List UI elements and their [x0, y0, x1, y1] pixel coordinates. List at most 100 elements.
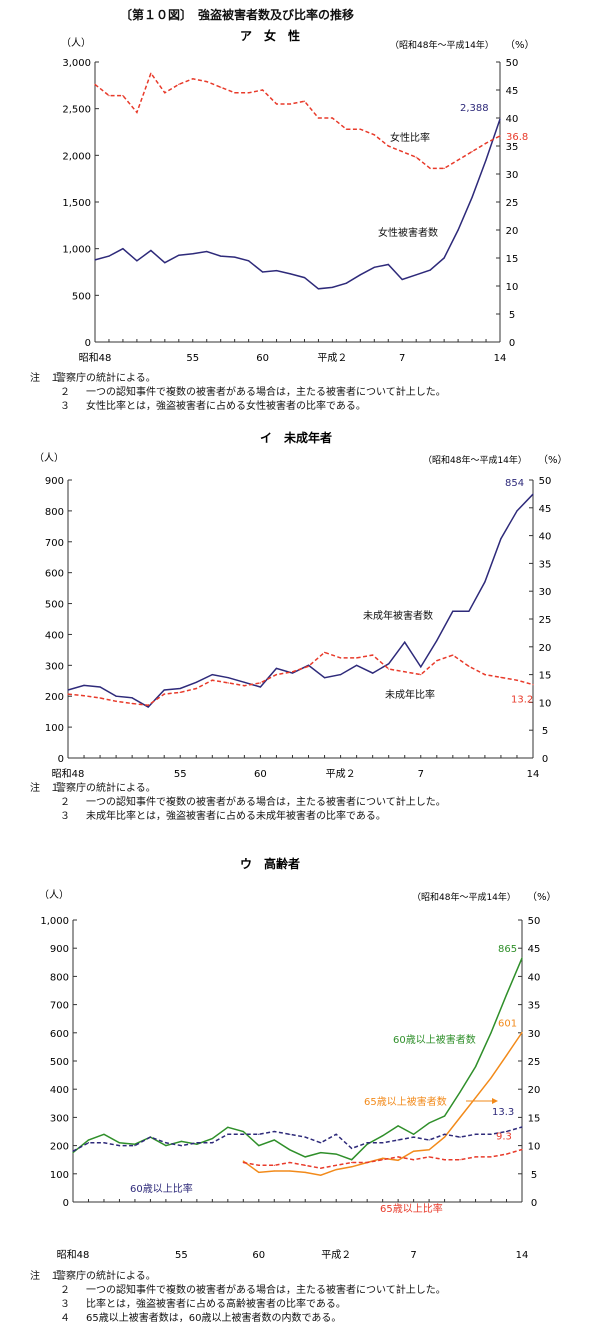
data-point [87, 1139, 90, 1141]
data-point [206, 81, 208, 83]
data-point [459, 1116, 461, 1118]
data-point [275, 270, 278, 272]
data-point [149, 1136, 152, 1138]
data-point [227, 682, 229, 684]
right-tick-label: 25 [528, 1057, 541, 1068]
data-point [474, 1066, 477, 1068]
data-point [99, 697, 101, 699]
right-tick-label: 20 [528, 1085, 541, 1096]
chart-panel-elderly: ウ 高齢者 （昭和48年～平成14年） （人） （%） 0 100 200 300 400 500… [0, 850, 593, 1340]
end-value-label: 2,388 [460, 103, 489, 114]
period-label: （昭和48年～平成14年） [412, 891, 516, 903]
data-point [490, 1156, 492, 1158]
right-tick-label: 40 [528, 972, 541, 983]
note-line: ３ 比率とは，強盗被害者に占める高齢被害者の比率である。 [60, 1299, 346, 1310]
data-point [83, 695, 85, 697]
end-value-label: 13.3 [492, 1107, 514, 1118]
data-point [136, 111, 138, 113]
data-point [331, 286, 334, 288]
data-point [165, 1145, 167, 1147]
data-point [382, 1159, 384, 1161]
data-point [273, 1139, 275, 1141]
right-tick-label: 0 [531, 1198, 537, 1209]
data-point [227, 1126, 229, 1128]
x-tick-label: 60 [252, 1250, 265, 1261]
data-point [259, 682, 262, 684]
data-point [83, 684, 85, 687]
data-point [304, 1171, 306, 1173]
left-tick-label: 200 [50, 1142, 69, 1153]
left-tick-label: 400 [45, 630, 64, 641]
data-point [195, 681, 197, 683]
left-tick-label: 800 [45, 507, 64, 518]
data-point [275, 674, 278, 676]
left-tick-label: 200 [45, 692, 64, 703]
data-point [428, 1156, 430, 1158]
data-point [178, 254, 180, 256]
data-point [136, 260, 138, 262]
end-value-label: 601 [498, 1019, 517, 1030]
x-tick-label: 7 [399, 353, 405, 364]
period-label: （昭和48年～平成14年） [390, 39, 494, 51]
data-point [420, 674, 422, 676]
data-point [516, 679, 518, 681]
data-point [211, 1137, 213, 1140]
data-point [388, 668, 390, 670]
data-point [196, 1142, 198, 1144]
data-point [289, 103, 292, 105]
figure-title: 〔第１０図〕 強盗被害者数及び比率の推移 [120, 8, 355, 22]
x-tick-label: 14 [527, 769, 540, 780]
right-tick-label: 45 [539, 504, 552, 515]
data-point [397, 1156, 399, 1158]
data-point [490, 1077, 492, 1079]
data-point [248, 260, 250, 262]
data-point [373, 134, 375, 136]
x-tick-label: 7 [418, 769, 424, 780]
data-point [387, 263, 389, 266]
note-line: ２ 一つの認知事件で複数の被害者がある場合は，主たる被害者について計上した。 [60, 1285, 446, 1296]
data-point [413, 1159, 415, 1161]
data-point [304, 1164, 306, 1166]
data-point [289, 1170, 291, 1172]
data-point [429, 167, 431, 169]
data-point [179, 687, 181, 690]
end-value-label: 854 [505, 478, 524, 489]
x-tick-label: 昭和48 [57, 1249, 90, 1261]
data-point [108, 255, 110, 257]
data-point [351, 1166, 353, 1168]
left-tick-label: 600 [45, 569, 64, 580]
left-tick-label: 700 [50, 1001, 69, 1012]
data-point [359, 274, 361, 276]
data-point [436, 660, 438, 662]
data-point [485, 142, 487, 144]
data-point [521, 957, 523, 959]
left-tick-label: 100 [45, 723, 64, 734]
data-point [291, 672, 294, 674]
x-tick-label: 平成２ [326, 768, 356, 780]
right-tick-label: 25 [539, 615, 552, 626]
series-annotation: 65歳以上比率 [380, 1202, 443, 1215]
left-tick-label: 2,000 [62, 151, 91, 162]
end-value-label: 9.3 [496, 1132, 512, 1143]
data-point [471, 151, 473, 153]
left-tick-label: 500 [50, 1057, 69, 1068]
data-point [373, 266, 375, 268]
right-tick-label: 35 [506, 142, 519, 153]
data-point [147, 706, 149, 708]
data-point [443, 1136, 446, 1138]
data-point [443, 257, 445, 259]
data-point [94, 259, 96, 261]
data-point [443, 1159, 446, 1161]
data-point [303, 277, 306, 279]
left-tick-label: 0 [85, 338, 91, 349]
data-point [387, 145, 389, 147]
x-tick-label: 14 [516, 1250, 529, 1261]
data-point [345, 282, 347, 284]
data-point [345, 128, 347, 130]
chart-title: イ 未成年者 [260, 430, 332, 445]
data-point [490, 1133, 492, 1135]
chart-minors-svg: イ 未成年者（昭和48年～平成14年）（人） （%）010020030040050… [34, 430, 568, 780]
data-point [331, 117, 334, 119]
data-point [428, 1149, 430, 1151]
x-tick-label: 55 [174, 769, 187, 780]
